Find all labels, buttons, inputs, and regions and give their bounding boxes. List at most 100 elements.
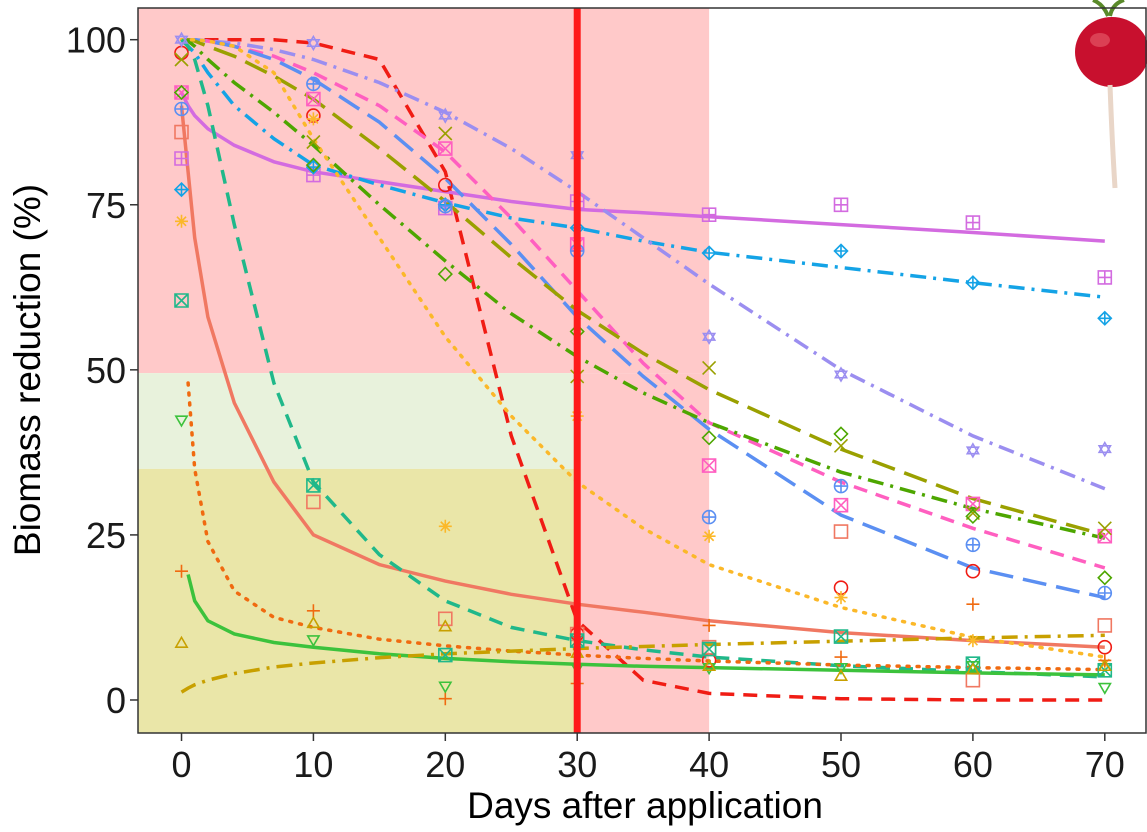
- data-point: [701, 430, 717, 446]
- fit-curve: [179, 91, 1105, 243]
- data-point: [833, 366, 849, 383]
- data-point: [175, 214, 188, 228]
- data-point: [702, 618, 716, 632]
- data-point: [173, 84, 190, 101]
- data-point: [965, 442, 980, 459]
- data-point: [438, 681, 453, 694]
- data-point: [702, 662, 717, 676]
- y-tick-label: 75: [86, 185, 126, 226]
- data-point: [1097, 521, 1112, 536]
- x-tick-label: 20: [425, 744, 465, 785]
- fit-curve: [180, 633, 1105, 694]
- plot-area: [173, 8, 1113, 733]
- data-point: [965, 662, 980, 675]
- data-point: [965, 537, 981, 553]
- data-point: [306, 112, 320, 126]
- x-tick-label: 50: [821, 744, 861, 785]
- data-point: [306, 635, 321, 648]
- data-point: [965, 672, 981, 688]
- data-point: [966, 597, 980, 611]
- data-point: [438, 692, 452, 706]
- data-point: [702, 658, 717, 672]
- data-point: [701, 641, 717, 657]
- fit-curve: [179, 105, 1105, 649]
- data-point: [965, 508, 981, 525]
- x-tick-label: 30: [557, 744, 597, 785]
- data-point: [175, 564, 188, 578]
- data-point: [174, 45, 189, 61]
- fit-curve: [186, 381, 1107, 672]
- data-point: [702, 360, 717, 375]
- y-tick-label: 100: [66, 20, 126, 61]
- data-point: [834, 650, 848, 664]
- data-point: [833, 478, 849, 494]
- data-point: [306, 134, 321, 150]
- data-point: [1097, 618, 1113, 633]
- data-point: [174, 31, 189, 48]
- data-point: [833, 662, 849, 676]
- plot-frame: [137, 7, 1147, 734]
- data-point: [833, 629, 849, 644]
- data-point: [174, 85, 189, 100]
- x-tick-label: 70: [1085, 744, 1125, 785]
- data-point: [437, 141, 453, 156]
- data-point: [702, 529, 716, 543]
- y-tick-label: 25: [86, 515, 126, 556]
- data-point: [437, 611, 453, 627]
- radish-icon: [1075, 0, 1147, 189]
- data-point: [306, 478, 321, 493]
- data-point: [305, 157, 322, 173]
- data-point: [966, 634, 980, 648]
- data-point: [1097, 585, 1113, 601]
- data-point: [438, 519, 452, 533]
- x-tick-label: 60: [953, 744, 993, 785]
- fit-curve: [181, 37, 1106, 537]
- data-point: [701, 245, 717, 261]
- data-point: [833, 243, 849, 259]
- data-point: [965, 506, 980, 521]
- threshold-region: [138, 8, 710, 374]
- data-point: [306, 76, 321, 92]
- y-tick-label: 50: [86, 350, 126, 391]
- data-point: [1097, 639, 1113, 655]
- data-point: [833, 497, 849, 513]
- radish-leaves: [1092, 0, 1125, 17]
- data-point: [174, 635, 189, 648]
- y-tick-label: 0: [106, 680, 126, 721]
- x-tick-label: 10: [293, 744, 333, 785]
- x-tick-label: 0: [172, 744, 192, 785]
- data-point: [437, 266, 453, 282]
- data-point: [306, 494, 321, 510]
- data-point: [965, 275, 981, 291]
- data-point: [174, 124, 189, 140]
- threshold-region: [138, 468, 578, 733]
- fit-curve: [181, 37, 1106, 491]
- data-point: [174, 293, 189, 308]
- data-point: [174, 415, 189, 428]
- data-point: [306, 34, 321, 52]
- data-point: [438, 619, 453, 632]
- fit-curve: [181, 37, 1106, 540]
- fit-curve: [180, 38, 1105, 679]
- data-point: [1097, 658, 1112, 672]
- data-point: [437, 647, 453, 663]
- data-point: [306, 604, 320, 618]
- x-tick-label: 40: [689, 744, 729, 785]
- fit-curve: [181, 37, 1106, 570]
- data-point: [833, 438, 849, 453]
- data-point: [306, 108, 321, 123]
- data-point: [174, 101, 189, 117]
- data-point: [834, 591, 848, 605]
- data-point: [702, 328, 717, 345]
- data-point: [1097, 570, 1113, 586]
- data-point: [174, 151, 189, 166]
- threshold-region: [138, 373, 578, 469]
- data-point: [965, 660, 980, 674]
- data-point: [1097, 270, 1113, 285]
- data-point: [1097, 310, 1113, 326]
- data-point: [438, 107, 453, 124]
- data-point: [701, 509, 717, 525]
- fit-curve: [179, 37, 1107, 659]
- radish-root: [1075, 17, 1147, 87]
